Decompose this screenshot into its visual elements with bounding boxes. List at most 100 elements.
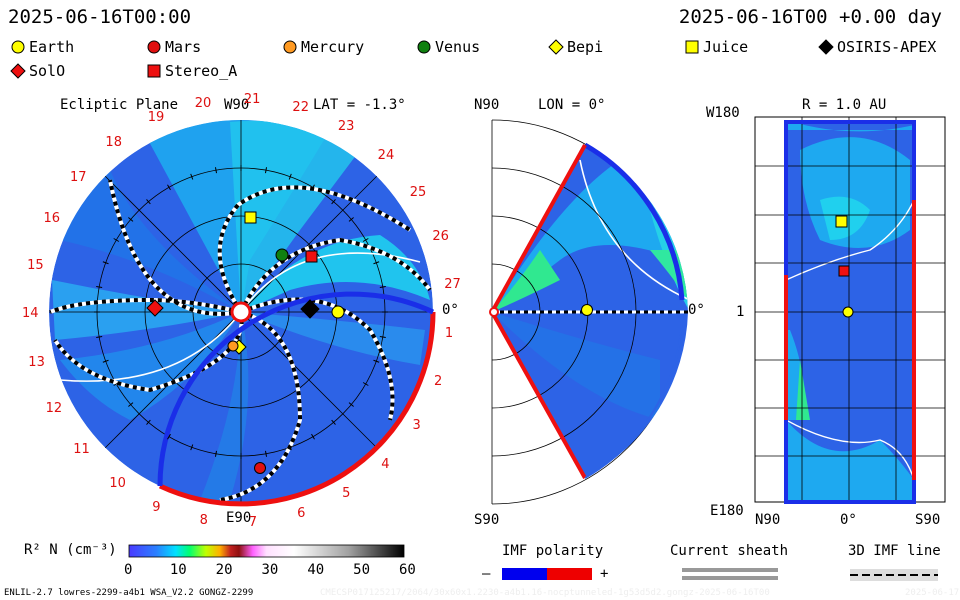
legend-label: Earth — [29, 38, 75, 56]
tick-mark — [102, 261, 109, 265]
tick-mark — [264, 450, 268, 457]
legend-label: Venus — [435, 38, 481, 56]
tick-mark — [373, 261, 380, 265]
map-mid-label: 1 — [736, 304, 745, 320]
tick-mark — [113, 238, 120, 242]
juice-marker-map — [835, 215, 848, 228]
tick-mark — [348, 402, 354, 407]
current-sheath-label: Current sheath — [670, 543, 789, 559]
tick-mark — [362, 382, 369, 386]
tick-mark — [288, 173, 292, 180]
tick-mark — [214, 167, 218, 174]
colorbar — [128, 544, 405, 558]
legend-label: Mercury — [301, 38, 365, 56]
sector-label: 6 — [297, 506, 306, 522]
legend-item-mercury: Mercury — [282, 38, 364, 56]
tick-mark — [146, 419, 151, 425]
tick-mark — [128, 217, 134, 222]
diamond-icon — [818, 39, 834, 55]
stereo-a-marker-map — [838, 265, 850, 277]
square-icon — [147, 64, 161, 78]
sector-label: 25 — [409, 185, 427, 201]
e90-label: E90 — [226, 510, 252, 526]
legend-label: SolO — [29, 62, 66, 80]
circle-icon — [11, 40, 25, 54]
tick-mark — [102, 359, 109, 363]
sector-label: 8 — [199, 513, 208, 529]
tick-mark — [146, 199, 151, 205]
legend-item-juice: Juice — [684, 38, 748, 56]
sector-label: 17 — [70, 169, 87, 185]
legend-label: Juice — [703, 38, 749, 56]
footer-left: ENLIL-2.7 lowres-2299-a4b1 WSA_V2.2 GONG… — [4, 588, 254, 598]
osiris-apex-marker — [300, 299, 320, 319]
imf-polarity-label: IMF polarity — [502, 543, 604, 559]
radius-label: R = 1.0 AU — [802, 97, 887, 113]
sun-icon — [230, 301, 252, 323]
tick-mark — [373, 359, 380, 363]
sector-label: 21 — [243, 92, 261, 108]
tick-mark — [264, 167, 268, 174]
zero-deg-label: 0° — [442, 302, 459, 318]
tick-mark — [331, 199, 336, 205]
sector-label: 22 — [292, 100, 309, 116]
lon-label: LON = 0° — [538, 97, 606, 113]
sector-label: 13 — [28, 355, 45, 371]
imf-3d-label: 3D IMF line — [848, 543, 941, 559]
tick-mark — [362, 238, 369, 242]
sector-label: 19 — [147, 110, 165, 126]
earth-marker — [331, 305, 345, 319]
diamond-icon — [548, 39, 564, 55]
legend-item-venus: Venus — [416, 38, 480, 56]
lat-label: LAT = -1.3° — [313, 97, 406, 113]
earth-marker-meridional — [581, 304, 593, 316]
colorbar-tick: 60 — [399, 562, 416, 578]
solo-marker — [146, 299, 164, 317]
sector-label: 27 — [444, 276, 461, 292]
tick-mark — [214, 450, 218, 457]
relative-time: 2025-06-16T00 +0.00 day — [678, 6, 942, 28]
colorbar-tick: 0 — [124, 562, 133, 578]
mars-marker — [254, 462, 266, 474]
legend-item-bepi: Bepi — [548, 38, 603, 56]
sector-label: 12 — [45, 401, 63, 417]
tick-mark — [190, 173, 194, 180]
legend-label: OSIRIS-APEX — [837, 38, 937, 56]
map-x-0: 0° — [840, 512, 857, 528]
sector-label: 26 — [432, 229, 449, 245]
e180-label: E180 — [710, 503, 744, 519]
colorbar-tick: 10 — [169, 562, 187, 578]
sector-label: 1 — [444, 326, 454, 342]
tick-mark — [96, 285, 103, 289]
map-panel — [754, 116, 946, 504]
w90-label: W90 — [224, 97, 250, 113]
sector-label: 10 — [109, 475, 126, 491]
colorbar-tick: 40 — [307, 562, 325, 578]
sector-label: 23 — [337, 119, 355, 135]
circle-icon — [147, 40, 161, 54]
footer-right: 2025-06-17 — [905, 588, 960, 598]
sector-label: 20 — [194, 95, 212, 111]
tick-mark — [128, 402, 134, 407]
tick-mark — [331, 419, 336, 425]
map-x-s90: S90 — [915, 512, 941, 528]
sector-label: 9 — [152, 499, 161, 515]
imf-minus: – — [482, 566, 491, 582]
sector-label: 15 — [27, 257, 44, 273]
legend-label: Mars — [165, 38, 202, 56]
colorbar-label: R² N (cm⁻³) — [24, 542, 117, 558]
legend-item-osiris-apex: OSIRIS-APEX — [818, 38, 936, 56]
sector-label: 14 — [22, 306, 39, 322]
legend-item-solo: SolO — [10, 62, 65, 80]
sector-label: 24 — [377, 148, 395, 164]
legend-item-stereo-a: Stereo_A — [146, 62, 237, 80]
tick-mark — [96, 335, 103, 339]
meridional-zero-label: 0° — [688, 302, 705, 318]
tick-mark — [113, 382, 120, 386]
tick-mark — [288, 444, 292, 451]
imf-polarity-bar — [502, 568, 592, 580]
legend-item-mars: Mars — [146, 38, 201, 56]
square-icon — [685, 40, 699, 54]
legend-label: Bepi — [567, 38, 604, 56]
earth-marker-map — [842, 306, 854, 318]
